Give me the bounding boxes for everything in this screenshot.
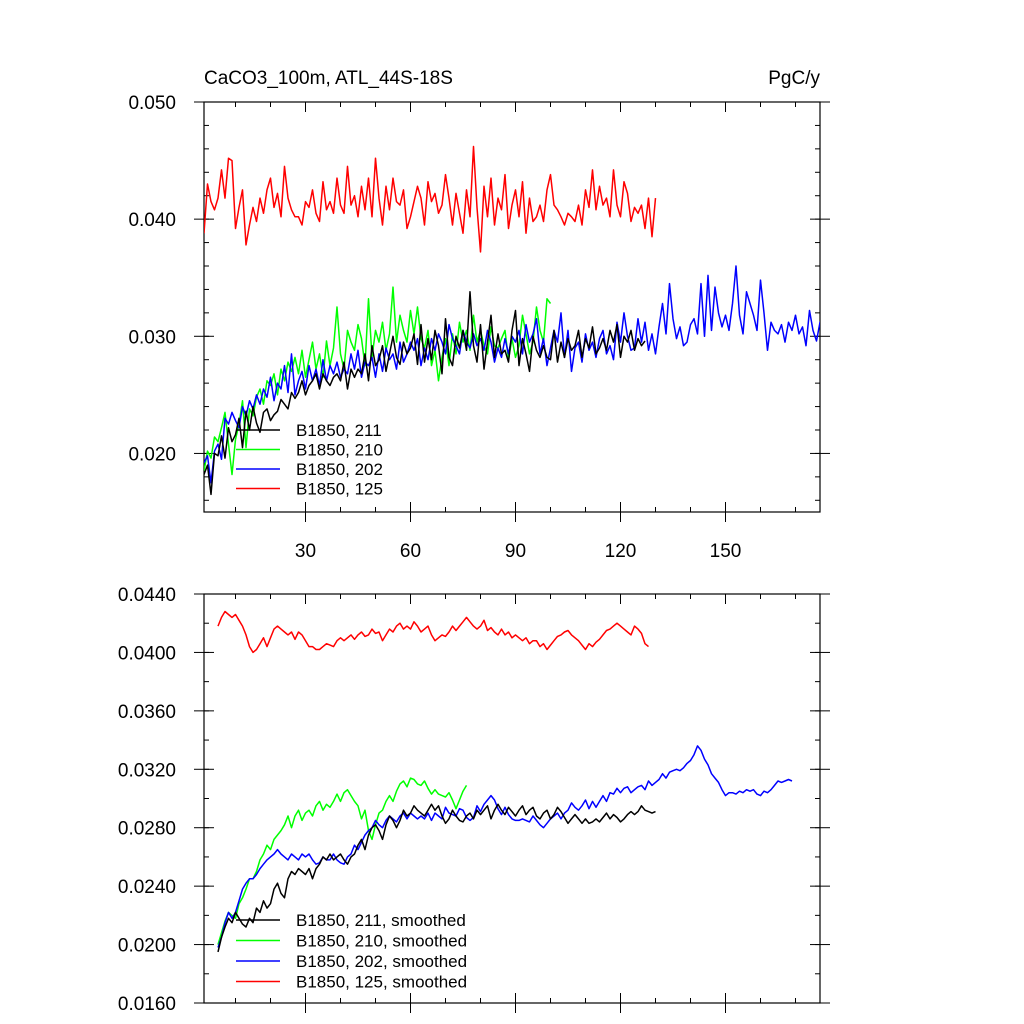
y-tick-label: 0.0400: [118, 643, 176, 664]
y-tick-label: 0.0240: [118, 877, 176, 898]
series-group: [204, 145, 820, 496]
x-tick-label: 60: [400, 541, 421, 562]
x-tick-label: 90: [505, 541, 526, 562]
y-tick-label: 0.0160: [118, 994, 176, 1015]
series-line-b1850-202-smoothed: [217, 745, 793, 948]
legend-label: B1850, 125: [296, 480, 383, 499]
legend-label: B1850, 210, smoothed: [296, 932, 467, 951]
y-tick-label: 0.050: [128, 93, 176, 114]
x-tick-label: 30: [295, 541, 316, 562]
series-line-b1850-125: [204, 145, 657, 253]
x-tick-label: 120: [605, 541, 637, 562]
series-group: [217, 610, 793, 953]
top-title-left: CaCO3_100m, ATL_44S-18S: [204, 68, 453, 89]
series-line-b1850-211: [204, 291, 646, 496]
legend-label: B1850, 211: [296, 421, 382, 440]
legend-label: B1850, 202: [296, 460, 383, 479]
y-tick-label: 0.0440: [118, 585, 176, 606]
legend-label: B1850, 211, smoothed: [296, 911, 466, 930]
legend-label: B1850, 202, smoothed: [296, 952, 467, 971]
y-tick-label: 0.0360: [118, 702, 176, 723]
y-tick-label: 0.030: [128, 327, 176, 348]
y-tick-label: 0.0320: [118, 760, 176, 781]
series-line-b1850-210-smoothed: [217, 777, 468, 945]
x-tick-label: 150: [710, 541, 742, 562]
y-tick-label: 0.0280: [118, 819, 176, 840]
legend-label: B1850, 210: [296, 441, 383, 460]
series-line-b1850-125-smoothed: [217, 610, 649, 654]
legend-label: B1850, 125, smoothed: [296, 973, 467, 992]
top-title-right: PgC/y: [768, 68, 820, 89]
series-line-b1850-211-smoothed: [217, 803, 656, 953]
y-tick-label: 0.040: [128, 210, 176, 231]
plot-frame-0: [203, 101, 821, 513]
top-panel: 30 60 90 120 150 0.020 0.030 0.040 0.050 B1850, 2…: [128, 93, 830, 562]
y-tick-label: 0.020: [128, 444, 176, 465]
bottom-panel: 0.0160 0.0200 0.0240 0.0280 0.0320 0.0360 0.04…: [118, 585, 830, 1015]
series-line-b1850-202: [204, 265, 820, 484]
y-tick-label: 0.0200: [118, 936, 176, 957]
